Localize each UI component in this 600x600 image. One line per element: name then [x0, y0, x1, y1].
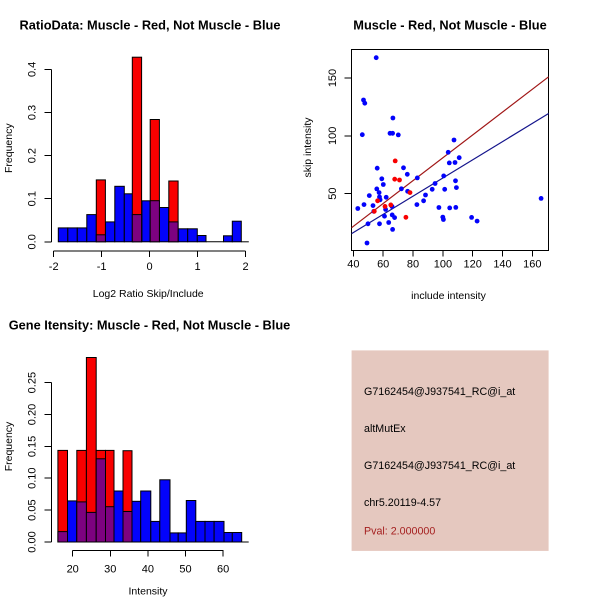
svg-text:1: 1 [194, 261, 200, 273]
svg-text:altMutEx: altMutEx [364, 423, 406, 435]
svg-text:140: 140 [493, 258, 511, 270]
svg-text:0.2: 0.2 [27, 148, 39, 163]
svg-text:G7162454@J937541_RC@i_at: G7162454@J937541_RC@i_at [364, 460, 515, 472]
svg-text:160: 160 [523, 258, 541, 270]
svg-text:0.10: 0.10 [27, 467, 39, 488]
svg-text:Frequency: Frequency [3, 123, 15, 173]
svg-text:80: 80 [407, 258, 419, 270]
svg-text:G7162454@J937541_RC@i_at: G7162454@J937541_RC@i_at [364, 386, 515, 398]
svg-text:Intensity: Intensity [128, 586, 168, 598]
svg-text:-2: -2 [49, 261, 59, 273]
svg-text:60: 60 [377, 258, 389, 270]
svg-text:0.25: 0.25 [27, 372, 39, 393]
svg-text:Frequency: Frequency [3, 421, 15, 471]
svg-text:0.00: 0.00 [27, 531, 39, 552]
svg-text:Pval: 2.000000: Pval: 2.000000 [364, 526, 435, 538]
svg-text:include intensity: include intensity [411, 290, 486, 302]
svg-text:0.3: 0.3 [27, 105, 39, 120]
svg-text:50: 50 [327, 187, 339, 199]
svg-text:100: 100 [434, 258, 452, 270]
svg-text:2: 2 [242, 261, 248, 273]
svg-text:150: 150 [327, 69, 339, 87]
svg-text:0.1: 0.1 [27, 191, 39, 206]
svg-text:chr5.20119-4.57: chr5.20119-4.57 [364, 497, 441, 509]
svg-text:0.15: 0.15 [27, 436, 39, 457]
svg-text:RatioData: Muscle - Red, Not M: RatioData: Muscle - Red, Not Muscle - Bl… [20, 17, 281, 32]
svg-text:30: 30 [104, 563, 116, 575]
svg-text:60: 60 [217, 563, 229, 575]
svg-text:0.20: 0.20 [27, 404, 39, 425]
svg-text:100: 100 [327, 127, 339, 145]
svg-text:40: 40 [347, 258, 359, 270]
svg-text:120: 120 [464, 258, 482, 270]
svg-text:Log2 Ratio Skip/Include: Log2 Ratio Skip/Include [93, 288, 204, 300]
svg-text:Muscle - Red, Not Muscle - Blu: Muscle - Red, Not Muscle - Blue [353, 17, 546, 32]
svg-text:50: 50 [179, 563, 191, 575]
svg-text:-1: -1 [97, 261, 107, 273]
svg-text:skip intensity: skip intensity [302, 117, 314, 178]
svg-text:20: 20 [67, 563, 79, 575]
svg-text:0.05: 0.05 [27, 499, 39, 520]
svg-text:0.4: 0.4 [27, 62, 39, 77]
svg-text:0: 0 [147, 261, 153, 273]
svg-text:Gene Itensity: Muscle - Red, N: Gene Itensity: Muscle - Red, Not Muscle … [9, 318, 291, 333]
svg-text:40: 40 [142, 563, 154, 575]
svg-text:0.0: 0.0 [27, 234, 39, 249]
